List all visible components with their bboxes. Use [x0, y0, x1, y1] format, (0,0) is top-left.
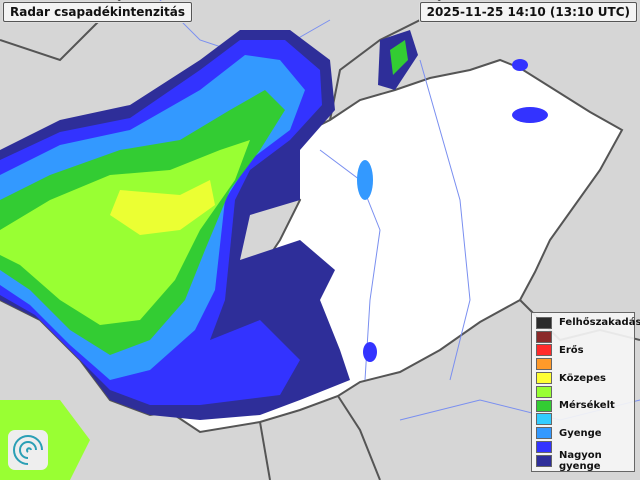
legend-item [536, 330, 630, 344]
legend-swatch [536, 454, 552, 467]
legend-label: Mérsékelt [559, 400, 615, 412]
legend-label: Közepes [559, 372, 606, 384]
legend-item: Gyenge [536, 426, 630, 440]
legend-item: Nagyon gyenge [536, 450, 630, 472]
legend-label: Nagyon gyenge [559, 449, 602, 472]
legend-swatch [536, 399, 552, 412]
radar-precipitation [0, 30, 548, 480]
timestamp-label: 2025-11-25 14:10 (13:10 UTC) [419, 2, 637, 22]
legend-item [536, 385, 630, 399]
legend-item: Erős [536, 344, 630, 358]
legend-swatch [536, 372, 552, 385]
map-title: Radar csapadékintenzitás [3, 2, 193, 22]
spiral-logo-icon [8, 430, 48, 470]
legend-label: Erős [559, 344, 584, 356]
legend-swatch [536, 385, 552, 398]
legend-label: Gyenge [559, 427, 602, 439]
legend-item [536, 413, 630, 427]
legend-swatch [536, 413, 552, 426]
legend-item: Közepes [536, 371, 630, 385]
legend-item [536, 440, 630, 454]
legend-swatch [536, 344, 552, 357]
legend-item: Felhőszakadás [536, 316, 640, 330]
legend-item [536, 357, 630, 371]
legend-label: Felhőszakadás [559, 317, 640, 329]
legend-item: Mérsékelt [536, 399, 630, 413]
legend-swatch [536, 427, 552, 440]
legend-swatch [536, 358, 552, 371]
legend-swatch [536, 316, 552, 329]
legend-swatch [536, 330, 552, 343]
intensity-legend: Felhőszakadás Erős Közepes Mérsékelt Gyenge N… [531, 312, 640, 472]
legend-swatch [536, 441, 552, 454]
